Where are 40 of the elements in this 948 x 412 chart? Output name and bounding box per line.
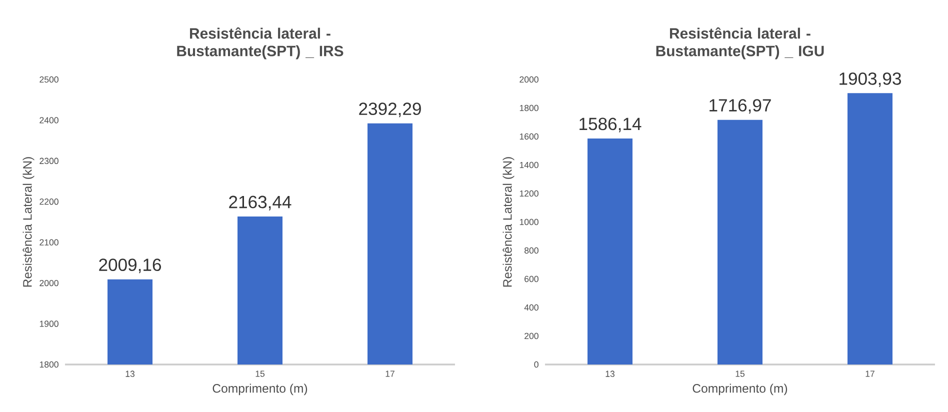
data-label: 1586,14 — [580, 118, 642, 132]
y-tick-label: 2000 — [40, 280, 58, 286]
y-tick-label: 2100 — [40, 239, 58, 246]
y-tick-label: 2500 — [40, 76, 58, 83]
y-tick-label: 1900 — [40, 320, 58, 327]
y-axis-title: Resistência Lateral (kN) — [22, 157, 34, 287]
x-tick-label: 15 — [736, 370, 745, 377]
x-tick-label: 13 — [606, 370, 614, 377]
y-tick-label: 2400 — [40, 117, 58, 124]
y-tick-label: 2300 — [40, 158, 58, 164]
bar — [588, 138, 632, 364]
bar — [848, 93, 892, 364]
y-tick-label: 600 — [524, 276, 538, 282]
x-tick-label: 13 — [126, 370, 134, 377]
data-label: 2392,29 — [359, 102, 421, 118]
chart-title: Resistência lateral - Bustamante(SPT) _ IRS — [177, 27, 344, 60]
chart-title: Resistência lateral - Bustamante(SPT) _ IGU — [656, 27, 824, 60]
bar — [718, 120, 762, 364]
y-tick-label: 2000 — [520, 76, 538, 83]
y-axis-title: Resistência Lateral (kN) — [502, 157, 514, 287]
data-label: 2163,44 — [229, 196, 292, 210]
y-tick-label: 1400 — [520, 162, 538, 168]
data-label: 2009,16 — [99, 258, 161, 274]
x-tick-label: 17 — [386, 370, 394, 377]
y-tick-label: 1800 — [520, 104, 538, 112]
y-tick-label: 800 — [524, 247, 538, 254]
y-tick-label: 2200 — [40, 198, 58, 205]
y-tick-label: 400 — [524, 304, 538, 311]
x-axis-title: Comprimento (m) — [212, 384, 308, 396]
y-tick-label: 1800 — [40, 361, 58, 368]
y-tick-label: 1200 — [520, 190, 538, 197]
y-tick-label: 1600 — [520, 133, 538, 140]
y-tick-label: 1000 — [520, 218, 538, 226]
y-tick-label: 0 — [534, 361, 538, 368]
data-label: 1903,93 — [840, 72, 901, 87]
x-tick-label: 15 — [256, 370, 265, 377]
x-tick-label: 17 — [866, 370, 874, 377]
y-tick-label: 200 — [524, 332, 538, 340]
data-label: 1716,97 — [710, 99, 771, 114]
x-axis-title: Comprimento (m) — [692, 384, 788, 396]
